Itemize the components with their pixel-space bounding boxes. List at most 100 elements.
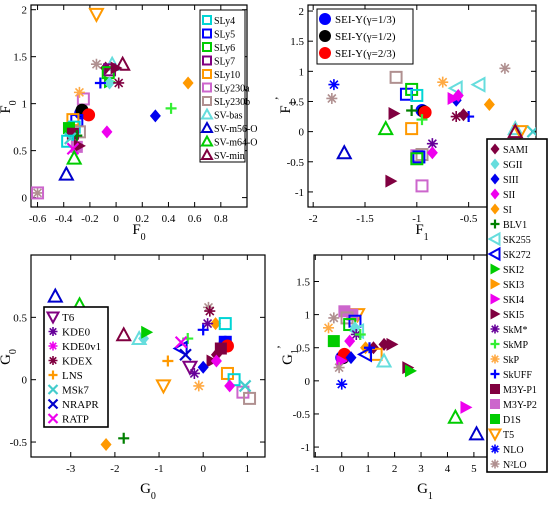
x-tick-label: 1 xyxy=(245,463,251,475)
legend-label: SV-m64-O xyxy=(214,138,258,149)
legend-label: MSk7 xyxy=(62,385,89,397)
legend-marker-msk7 xyxy=(47,384,59,395)
legend-marker-sly4 xyxy=(202,15,212,25)
x-tick-label: 0 xyxy=(339,463,345,475)
legend-marker-n2lo xyxy=(490,459,500,469)
y-tick-label: 0.5 xyxy=(296,343,310,355)
data-point-sly6 xyxy=(410,152,424,166)
legend-label: SV-min xyxy=(214,151,245,162)
x-tick-label: -0.6 xyxy=(29,213,47,225)
legend-marker-sv-m56-o xyxy=(200,120,214,133)
x-tick-label: 0 xyxy=(200,463,206,475)
data-point-sly4 xyxy=(218,317,232,331)
data-points xyxy=(47,287,257,452)
legend-right: SAMI SGII SIII SII SI BLV1 SK255 SK272 SKI2 SKI3 S… xyxy=(486,138,548,473)
legend-label: BLV1 xyxy=(503,220,527,231)
data-point-sly5 xyxy=(412,150,426,164)
legend-g0: T6 KDE0 KDE0v1 KDEX LNS MSk7 NRAPR RATP xyxy=(43,306,109,428)
data-point-sv-bas xyxy=(375,352,393,368)
x-tick-label: -1 xyxy=(154,463,163,475)
x-tick-label: 5 xyxy=(471,463,477,475)
data-point-nrapr xyxy=(179,348,192,362)
data-point-kdex xyxy=(204,305,216,317)
legend-label: SEI-Y(γ=2/3) xyxy=(335,48,396,60)
data-point-sami xyxy=(457,108,469,122)
data-point-skmp xyxy=(416,114,428,126)
data-point-sv-min xyxy=(507,123,524,139)
data-point-kde0 xyxy=(188,367,200,379)
y-tick-label: 0.5 xyxy=(290,96,304,108)
legend-label: SKI3 xyxy=(503,280,524,291)
data-point-sv-min xyxy=(115,326,132,342)
data-point-n2lo xyxy=(32,187,44,199)
legend-marker-sei-3 xyxy=(319,47,331,59)
y-tick-label: -0.5 xyxy=(10,437,28,449)
legend-label: SIII xyxy=(503,175,519,186)
data-point-sii xyxy=(426,146,438,160)
legend-label: SV-m56-O xyxy=(214,124,258,135)
legend-f0: SLy4 SLy5 SLy6 SLy7 SLy10 SLy230a SLy230b SV-ba… xyxy=(199,9,258,163)
legend-label: KDEX xyxy=(62,356,93,368)
legend-label: SEI-Y(γ=1/3) xyxy=(335,14,396,26)
x-tick-label: -1.5 xyxy=(356,213,374,225)
legend-marker-ski3 xyxy=(490,278,501,290)
x-tick-label: -2 xyxy=(309,213,318,225)
y-tick-label: 2 xyxy=(299,6,305,18)
legend-marker-skmp xyxy=(490,339,500,349)
y-tick-label: 0 xyxy=(305,376,311,388)
x-axis-label: G1 xyxy=(417,481,433,502)
data-point-sv-min xyxy=(114,55,131,71)
data-point-ski4 xyxy=(447,91,460,105)
data-point-sv-bas xyxy=(507,120,524,136)
y-tick-label: 0 xyxy=(22,193,28,205)
data-point-sv-m56-o xyxy=(336,144,353,160)
legend-marker-sk255 xyxy=(487,231,501,247)
y-tick-label: 0 xyxy=(299,127,305,139)
data-point-siii xyxy=(149,109,161,123)
legend-marker-sv-min xyxy=(200,147,214,160)
legend-marker-sei-2 xyxy=(319,30,331,42)
data-point-nlo xyxy=(336,378,348,390)
legend-marker-kdex xyxy=(48,356,58,365)
y-axis-label: F0’ xyxy=(0,96,19,113)
data-point-skp xyxy=(73,86,85,98)
legend-marker-sly6 xyxy=(202,42,212,52)
legend-marker-ski4 xyxy=(490,293,501,305)
data-point-sii xyxy=(224,379,236,393)
legend-label: SV-bas xyxy=(214,111,243,122)
legend-label: SAMI xyxy=(503,145,528,156)
x-tick-label: 0.6 xyxy=(188,213,202,225)
data-point-ski5 xyxy=(110,61,123,75)
legend-label: SK255 xyxy=(503,235,531,246)
data-point-msk7 xyxy=(238,379,252,393)
legend-label: SLy4 xyxy=(214,16,235,27)
x-tick-label: 2 xyxy=(392,463,398,475)
legend-marker-sami xyxy=(490,143,500,155)
data-point-ski5 xyxy=(73,139,86,153)
legend-label: KDE0 xyxy=(62,327,91,339)
legend-label: SKI5 xyxy=(503,310,524,321)
legend-label: SII xyxy=(503,190,515,201)
x-tick-label: -1 xyxy=(311,463,320,475)
legend-label: M3Y-P1 xyxy=(503,385,537,396)
legend-marker-sly7 xyxy=(202,55,212,66)
legend-label: SkUFF xyxy=(503,370,532,381)
data-point-sk272 xyxy=(356,346,373,363)
data-point-n2lo xyxy=(326,92,338,104)
y-tick-label: 1 xyxy=(22,99,28,111)
legend-label: SLy10 xyxy=(214,70,240,81)
data-point-n2lo xyxy=(499,62,511,74)
legend-label: LNS xyxy=(62,370,83,382)
legend-label: M3Y-P2 xyxy=(503,400,537,411)
x-tick-label: 0.2 xyxy=(135,213,149,225)
y-tick-label: 0.5 xyxy=(13,146,27,158)
legend-label: SKI2 xyxy=(503,265,524,276)
legend-label: SLy230b xyxy=(214,97,250,108)
legend-label: NRAPR xyxy=(62,399,99,411)
data-point-sv-m64-o xyxy=(447,408,464,424)
legend-marker-t5 xyxy=(487,428,503,442)
data-point-ratp xyxy=(174,336,188,349)
y-tick-label: -0.5 xyxy=(287,157,305,169)
data-point-sly230b xyxy=(340,311,354,325)
y-tick-label: 2 xyxy=(22,5,28,17)
